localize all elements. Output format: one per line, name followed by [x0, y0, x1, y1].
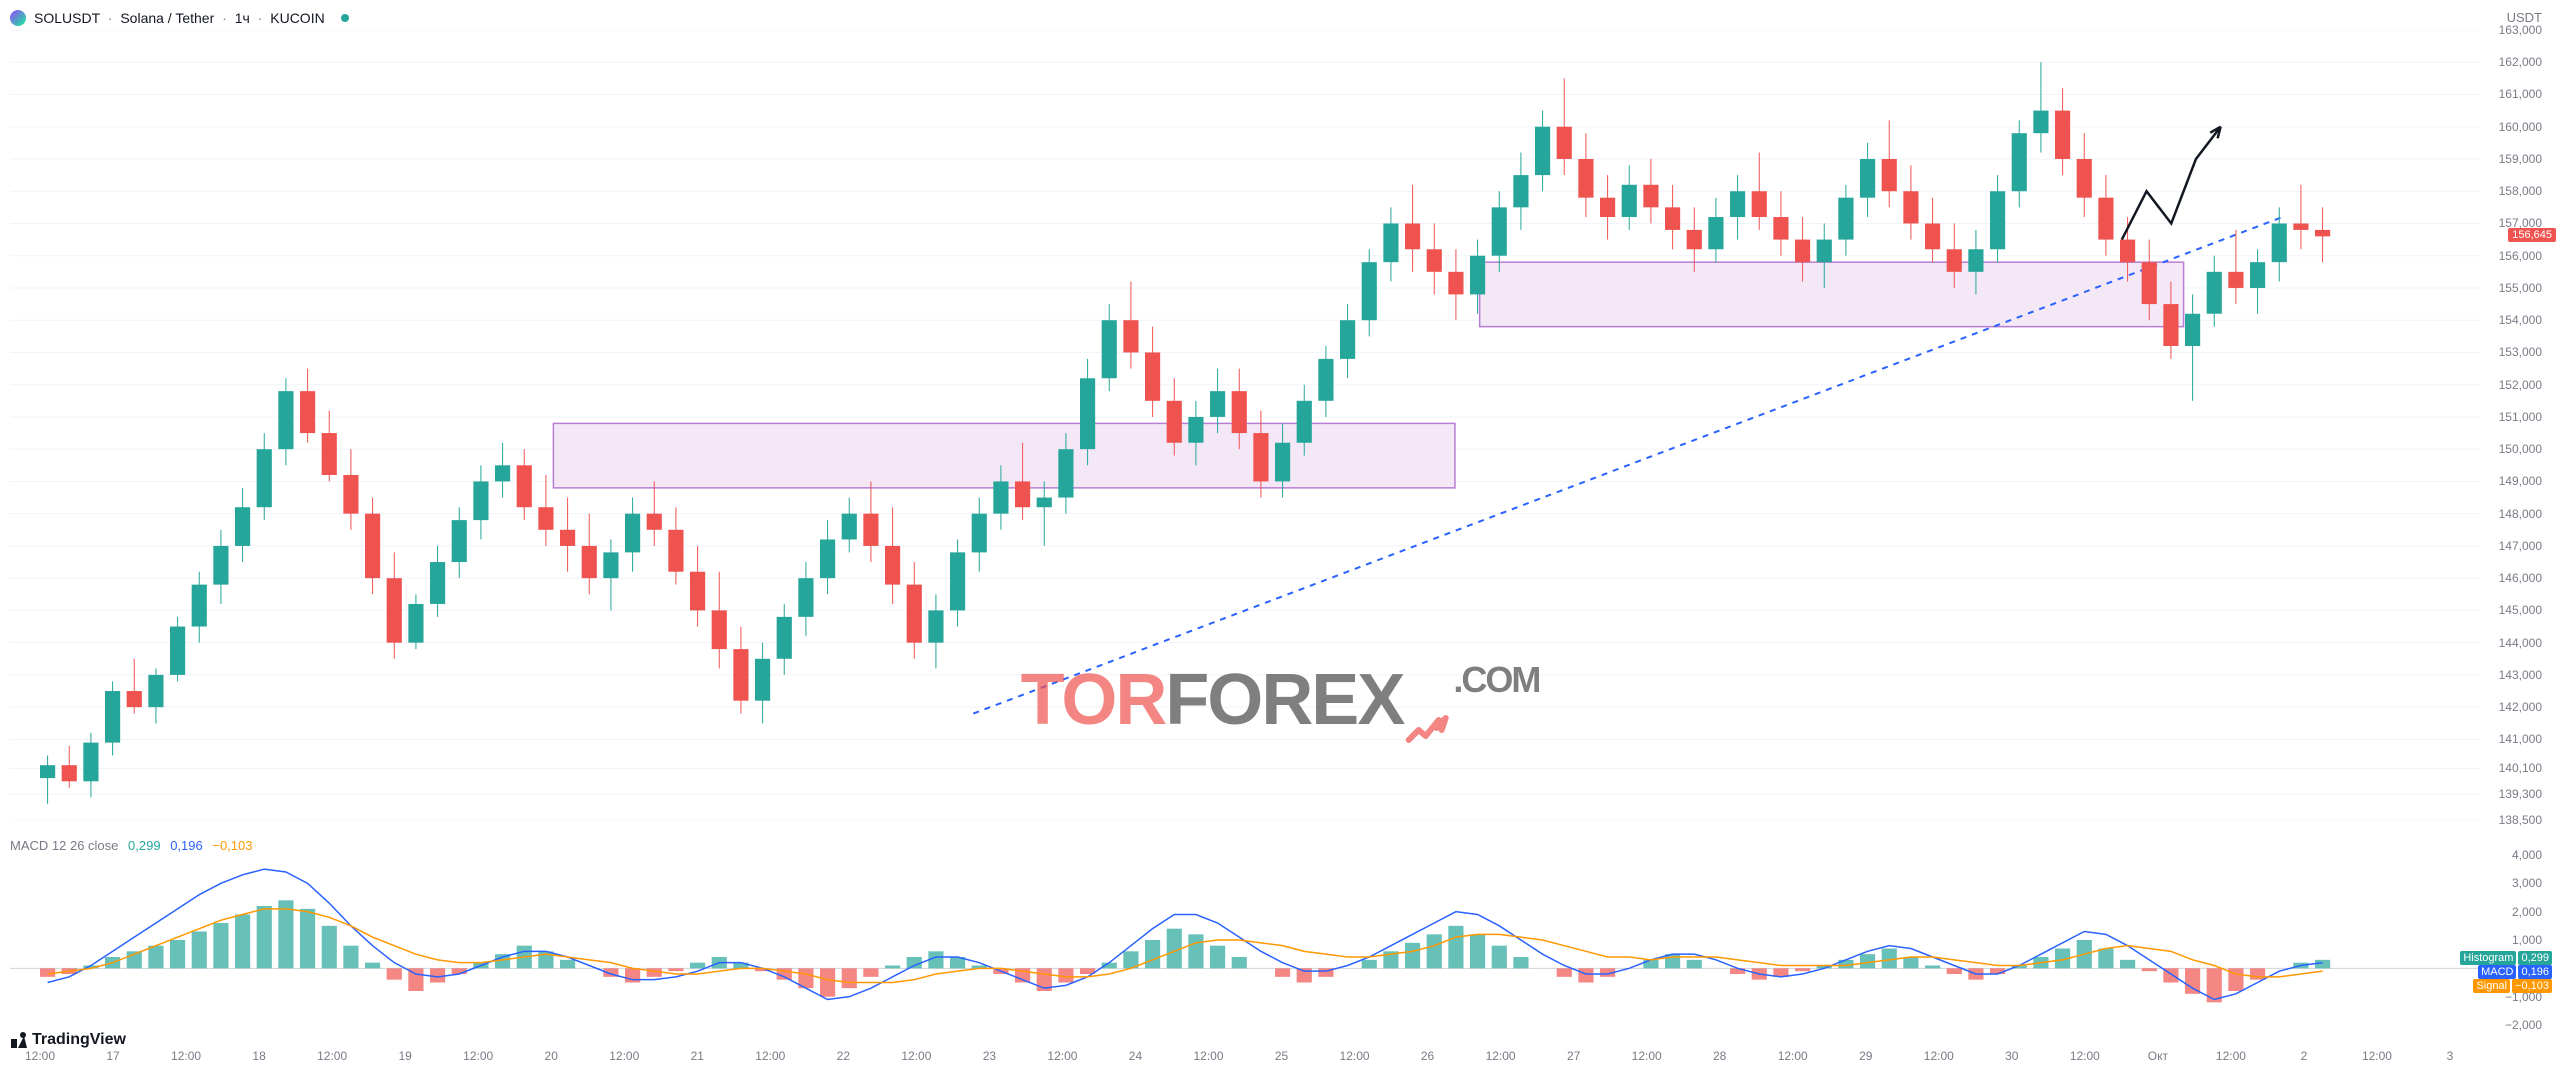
interval: 1ч — [235, 10, 250, 26]
symbol-text[interactable]: SOLUSDT · Solana / Tether · 1ч · KUCOIN — [34, 10, 325, 26]
status-dot — [341, 14, 349, 22]
tradingview-logo: TradingView — [10, 1031, 126, 1049]
wm-tor: TOR — [1021, 660, 1166, 740]
watermark: TORFOREX .COM — [1021, 659, 1540, 741]
symbol-icon — [10, 10, 26, 26]
wm-arrow-icon — [1403, 685, 1453, 725]
macd-title: MACD 12 26 close — [10, 838, 118, 853]
symbol: SOLUSDT — [34, 10, 100, 26]
macd-label: MACD 12 26 close 0,299 0,196 −0,103 — [10, 838, 258, 853]
macd-signal-val: −0,103 — [212, 838, 252, 853]
macd-hist-val: 0,299 — [128, 838, 161, 853]
exchange: KUCOIN — [270, 10, 324, 26]
wm-com: .COM — [1453, 659, 1539, 700]
macd-macd-val: 0,196 — [170, 838, 203, 853]
price-axis: 138,500139,300140,100141,000142,000143,0… — [2480, 30, 2560, 820]
pair-name: Solana / Tether — [120, 10, 214, 26]
macd-chart[interactable] — [10, 855, 2480, 1025]
macd-axis: −2,000−1,0001,0002,0003,0004,000Histogra… — [2480, 855, 2560, 1025]
macd-value-marker: Signal−0,103 — [2469, 979, 2556, 993]
macd-value-marker: MACD0,196 — [2474, 965, 2556, 979]
macd-value-marker: Histogram0,299 — [2456, 951, 2556, 965]
wm-forex: FOREX — [1165, 660, 1403, 740]
time-axis: 12:001712:001812:001912:002012:002112:00… — [10, 1041, 2480, 1071]
chart-header: SOLUSDT · Solana / Tether · 1ч · KUCOIN — [10, 10, 349, 26]
tv-logo-text: TradingView — [32, 1031, 126, 1049]
current-price-marker: 156,645 — [2508, 228, 2556, 242]
